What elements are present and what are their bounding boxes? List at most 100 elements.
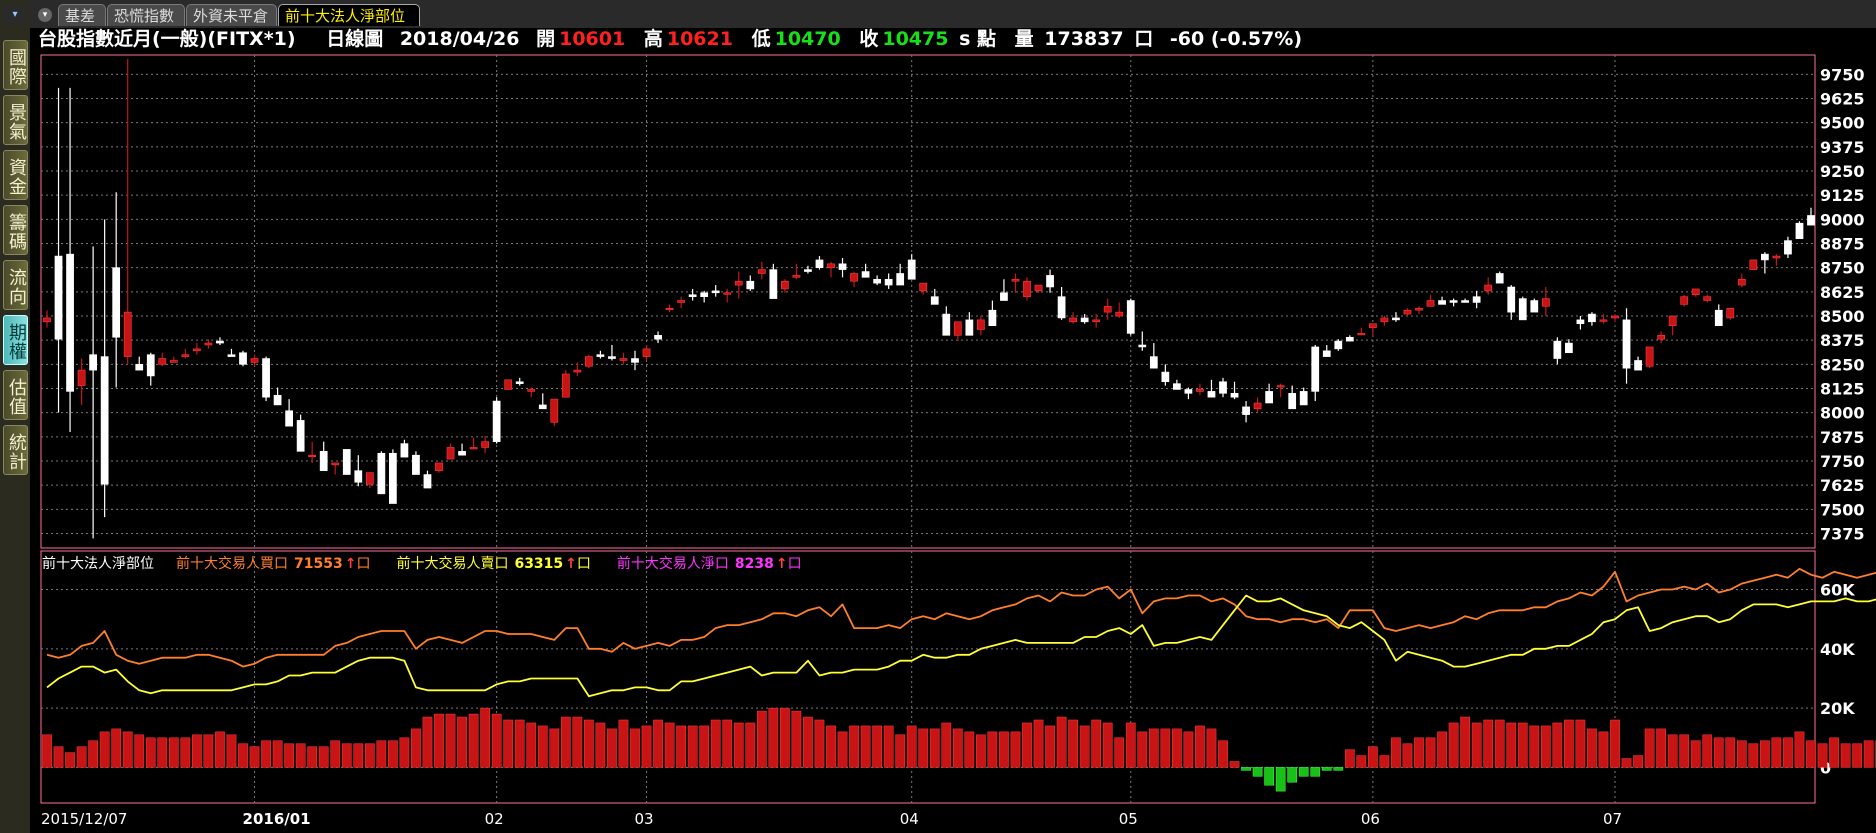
net-bar <box>768 707 779 768</box>
candle-body <box>342 449 351 475</box>
sidebar-item-7[interactable]: 統計 <box>3 425 28 475</box>
sidebar-item-4[interactable]: 流向 <box>3 260 28 310</box>
x-tick-label: 02 <box>485 810 504 828</box>
sidebar-item-0[interactable]: 國際 <box>3 40 28 90</box>
net-bar <box>1425 737 1436 768</box>
candle-body <box>1369 323 1377 328</box>
price-tick-label: 8000 <box>1820 404 1865 423</box>
net-bar <box>1114 737 1125 768</box>
tab-1[interactable]: 恐慌指數 <box>107 4 185 26</box>
net-bar <box>1471 722 1482 768</box>
buy-series-line <box>46 567 1876 668</box>
menu-chevron-icon[interactable]: ▾ <box>4 6 26 24</box>
candle-body <box>1484 284 1493 292</box>
candle-body <box>239 352 247 365</box>
price-tick-label: 9375 <box>1820 138 1865 157</box>
candle-body <box>1023 280 1031 297</box>
net-bar <box>1102 722 1113 768</box>
candle-body <box>861 271 870 278</box>
net-bar <box>733 722 744 768</box>
period-label: 日線圖 <box>326 28 384 50</box>
net-bar <box>1437 731 1447 768</box>
candle-body <box>642 348 651 357</box>
candle-body <box>1057 296 1066 319</box>
tab-menu-arrow-icon[interactable]: ▾ <box>38 8 52 22</box>
candle-body <box>389 452 397 504</box>
candle-body <box>781 280 789 290</box>
net-bar <box>780 707 790 768</box>
sidebar-item-1[interactable]: 景氣 <box>3 95 28 145</box>
net-bar <box>1368 746 1378 768</box>
net-bar <box>1771 737 1782 768</box>
change-value: -60 (-0.57%) <box>1169 28 1302 50</box>
quote-header: 台股指數近月(一般)(FITX*1) 日線圖 2018/04/26 開 10601… <box>38 27 1306 51</box>
candle-body <box>1645 346 1654 367</box>
sidebar-item-3[interactable]: 籌碼 <box>3 205 28 255</box>
candle-body <box>377 452 386 495</box>
candle-body <box>838 263 847 270</box>
candle-body <box>1126 300 1135 334</box>
close-value: 10475 <box>882 28 949 50</box>
net-bar <box>722 719 733 768</box>
net-bar <box>1056 716 1067 768</box>
net-bar <box>1725 737 1736 768</box>
price-tick-label: 8125 <box>1820 380 1865 399</box>
net-bar <box>1713 737 1724 768</box>
net-bar <box>1748 743 1759 768</box>
legend-series-name: 前十大交易人買口 <box>176 555 288 572</box>
x-tick-label: 05 <box>1119 810 1138 828</box>
net-bar <box>491 713 502 768</box>
candle-body <box>734 280 743 286</box>
price-tick-label: 9250 <box>1820 162 1865 181</box>
net-bar <box>318 746 329 768</box>
sidebar-item-2[interactable]: 資金 <box>3 150 28 200</box>
candle-body <box>1518 298 1527 321</box>
net-bar <box>480 707 490 768</box>
net-bar <box>1794 731 1805 768</box>
net-bar <box>1033 719 1044 768</box>
candle-body <box>677 300 685 303</box>
sidebar-item-5[interactable]: 期權 <box>3 315 28 365</box>
candle-body <box>988 309 997 326</box>
candle-body <box>688 294 697 297</box>
net-bar <box>1806 740 1816 768</box>
candle-body <box>135 364 144 371</box>
candle-body <box>1265 391 1273 404</box>
net-bar <box>710 719 721 768</box>
tab-0[interactable]: 基差 <box>58 4 106 26</box>
sidebar-item-6[interactable]: 估值 <box>3 370 28 420</box>
price-tick-label: 7750 <box>1820 452 1865 471</box>
candle-body <box>1311 346 1320 392</box>
legend-series-value: 8238 <box>735 556 774 572</box>
tab-2[interactable]: 外資未平倉 <box>186 4 277 26</box>
candle-body <box>815 259 824 268</box>
net-bar <box>122 731 133 768</box>
net-bar <box>295 743 306 768</box>
net-bar <box>1356 755 1367 768</box>
candle-body <box>550 398 559 423</box>
price-tick-label: 8750 <box>1820 259 1865 278</box>
candle-body <box>331 462 340 466</box>
candle-body <box>1103 306 1112 313</box>
net-bar <box>1068 719 1078 768</box>
x-tick-label: 07 <box>1603 810 1622 828</box>
candle-body <box>585 356 593 367</box>
candle-body <box>1046 275 1054 288</box>
net-bar <box>1148 728 1159 768</box>
net-bar <box>1540 725 1551 768</box>
candle-body <box>1438 300 1446 305</box>
candle-body <box>412 454 420 475</box>
net-bar <box>560 716 571 768</box>
candle-body <box>1611 315 1619 319</box>
net-bar <box>676 725 686 768</box>
candle-body <box>1772 255 1781 259</box>
candle-body <box>654 335 662 340</box>
candle-body <box>700 292 709 297</box>
tab-3[interactable]: 前十大法人淨部位 <box>278 4 420 26</box>
net-bar <box>572 716 583 768</box>
indicator-tick-label: 0 <box>1820 758 1831 777</box>
candle-body <box>273 394 282 406</box>
candle-body <box>1000 292 1008 301</box>
